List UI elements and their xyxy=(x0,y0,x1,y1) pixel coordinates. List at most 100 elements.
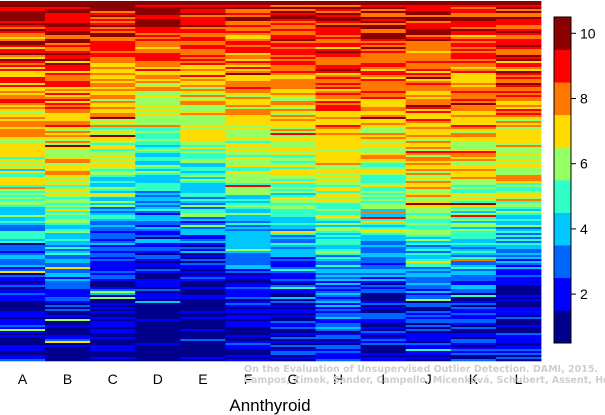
heatmap-cell xyxy=(180,35,226,38)
heatmap-cell xyxy=(180,257,226,260)
heatmap-cell xyxy=(180,151,226,154)
heatmap-cell xyxy=(45,17,91,20)
heatmap-cell xyxy=(450,223,497,226)
heatmap-cell xyxy=(405,41,452,44)
heatmap-cell xyxy=(315,283,362,286)
heatmap-cell xyxy=(180,205,226,208)
heatmap-cell xyxy=(360,111,407,114)
heatmap-cell xyxy=(90,75,136,78)
heatmap-cell xyxy=(315,203,362,206)
heatmap-cell xyxy=(450,199,497,202)
heatmap-cell xyxy=(270,231,316,234)
heatmap-cell xyxy=(270,211,316,214)
heatmap-cell xyxy=(495,89,542,92)
heatmap-cell xyxy=(360,221,407,224)
heatmap-cell xyxy=(225,133,271,136)
heatmap-cell xyxy=(45,277,91,280)
heatmap-cell xyxy=(270,129,316,132)
heatmap-cell xyxy=(135,319,181,322)
heatmap-cell xyxy=(450,261,497,264)
heatmap-cell xyxy=(0,5,46,8)
heatmap-cell xyxy=(450,131,497,134)
heatmap-cell xyxy=(360,123,407,126)
heatmap-cell xyxy=(0,309,46,312)
heatmap-cell xyxy=(45,151,91,154)
heatmap-cell xyxy=(180,177,226,180)
heatmap-cell xyxy=(270,103,316,106)
heatmap-cell xyxy=(360,243,407,246)
heatmap-cell xyxy=(270,139,316,142)
heatmap-cell xyxy=(90,7,136,10)
heatmap-cell xyxy=(45,145,91,148)
heatmap-cell xyxy=(360,177,407,180)
heatmap-cell xyxy=(450,105,497,108)
heatmap-cell xyxy=(225,171,271,174)
heatmap-cell xyxy=(135,339,181,342)
heatmap-cell xyxy=(0,311,46,314)
heatmap-cell xyxy=(450,187,497,190)
heatmap-cell xyxy=(0,117,46,120)
heatmap-cell xyxy=(315,219,362,222)
heatmap-cell xyxy=(225,309,271,312)
heatmap-cell xyxy=(405,71,452,74)
heatmap-cell xyxy=(450,237,497,240)
heatmap-cell xyxy=(405,121,452,124)
heatmap-cell xyxy=(180,215,226,218)
heatmap-cell xyxy=(90,243,136,246)
heatmap-cell xyxy=(135,273,181,276)
heatmap-cell xyxy=(495,103,542,106)
heatmap-cell xyxy=(270,313,316,316)
heatmap-cell xyxy=(270,251,316,254)
heatmap-cell xyxy=(0,137,46,140)
heatmap-cell xyxy=(225,215,271,218)
heatmap-cell xyxy=(495,55,542,58)
heatmap-cell xyxy=(225,353,271,356)
heatmap-cell xyxy=(0,95,46,98)
heatmap-cell xyxy=(360,343,407,346)
heatmap-column-j xyxy=(405,1,452,362)
heatmap-cell xyxy=(180,187,226,190)
heatmap-cell xyxy=(270,213,316,216)
heatmap-cell xyxy=(315,87,362,90)
heatmap-cell xyxy=(315,131,362,134)
colorbar-segment xyxy=(554,277,571,311)
heatmap-cell xyxy=(180,341,226,344)
heatmap-cell xyxy=(90,205,136,208)
heatmap-cell xyxy=(135,259,181,262)
heatmap-cell xyxy=(495,119,542,122)
heatmap-cell xyxy=(315,3,362,6)
heatmap-cell xyxy=(315,89,362,92)
heatmap-cell xyxy=(90,217,136,220)
heatmap-cell xyxy=(45,51,91,54)
heatmap-cell xyxy=(270,89,316,92)
heatmap-cell xyxy=(135,103,181,106)
heatmap-cell xyxy=(270,249,316,252)
heatmap-cell xyxy=(360,285,407,288)
heatmap-cell xyxy=(270,227,316,230)
heatmap-cell xyxy=(495,331,542,334)
heatmap-cell xyxy=(270,69,316,72)
heatmap-cell xyxy=(135,63,181,66)
heatmap-cell xyxy=(135,197,181,200)
heatmap-cell xyxy=(450,191,497,194)
heatmap-cell xyxy=(135,139,181,142)
heatmap-cell xyxy=(405,303,452,306)
heatmap-cell xyxy=(45,53,91,56)
heatmap-cell xyxy=(90,133,136,136)
heatmap-cell xyxy=(225,249,271,252)
heatmap-cell xyxy=(495,285,542,288)
heatmap-cell xyxy=(270,241,316,244)
heatmap-cell xyxy=(270,51,316,54)
heatmap-cell xyxy=(225,327,271,330)
heatmap-cell xyxy=(90,291,136,294)
heatmap-cell xyxy=(0,147,46,150)
heatmap-cell xyxy=(450,343,497,346)
heatmap-cell xyxy=(270,225,316,228)
heatmap-cell xyxy=(270,135,316,138)
heatmap-cell xyxy=(45,3,91,6)
heatmap-cell xyxy=(315,317,362,320)
heatmap-cell xyxy=(360,315,407,318)
heatmap-cell xyxy=(360,223,407,226)
heatmap-cell xyxy=(315,315,362,318)
heatmap-cell xyxy=(135,41,181,44)
